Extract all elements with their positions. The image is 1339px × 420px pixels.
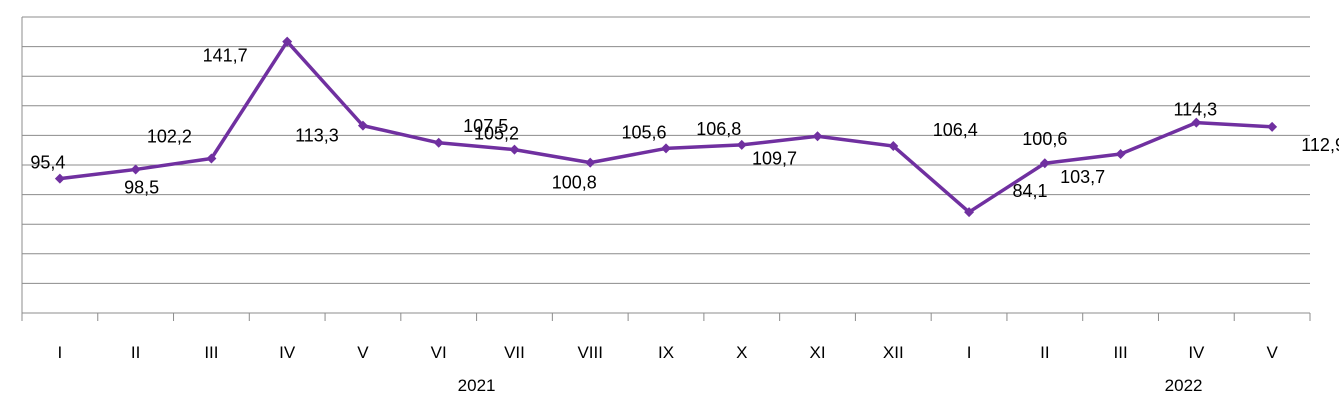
x-tick-label: XI bbox=[809, 343, 825, 362]
x-tick-label: VIII bbox=[577, 343, 603, 362]
data-point bbox=[54, 173, 65, 184]
data-point bbox=[888, 141, 899, 152]
axes bbox=[21, 17, 1311, 321]
data-label: 114,3 bbox=[1173, 100, 1217, 120]
data-label: 106,4 bbox=[933, 120, 978, 140]
series bbox=[54, 36, 1278, 218]
x-tick-label: I bbox=[58, 343, 63, 362]
data-label: 112,9 bbox=[1301, 135, 1339, 155]
data-label: 141,7 bbox=[203, 46, 248, 66]
data-label: 98,5 bbox=[124, 177, 159, 197]
gridlines bbox=[22, 16, 1310, 284]
x-tick-labels: I II III IV V VI VII VIII IX X XI XII I II III IV V bbox=[58, 343, 1279, 362]
year-label-2022: 2022 bbox=[1165, 376, 1203, 395]
data-label: 105,6 bbox=[621, 122, 666, 142]
x-tick-label: X bbox=[736, 343, 747, 362]
data-point bbox=[585, 157, 596, 168]
year-labels: 2021 2022 bbox=[458, 376, 1203, 395]
data-label: 105,2 bbox=[474, 124, 519, 144]
x-tick-label: II bbox=[1040, 343, 1049, 362]
x-tick-label: IV bbox=[279, 343, 296, 362]
data-point bbox=[206, 153, 217, 164]
x-tick-label: I bbox=[967, 343, 972, 362]
x-tick-label: V bbox=[1266, 343, 1278, 362]
data-point bbox=[1039, 158, 1050, 169]
data-point bbox=[433, 137, 444, 148]
x-tick-label: VI bbox=[431, 343, 447, 362]
data-label: 102,2 bbox=[147, 126, 192, 146]
data-label: 113,3 bbox=[295, 126, 339, 146]
x-tick-label: III bbox=[204, 343, 218, 362]
data-point bbox=[1267, 121, 1278, 132]
data-point bbox=[357, 120, 368, 131]
data-point bbox=[812, 131, 823, 142]
data-point bbox=[130, 164, 141, 175]
data-point bbox=[736, 139, 747, 150]
data-point bbox=[1191, 117, 1202, 128]
x-tick-label: VII bbox=[504, 343, 525, 362]
x-tick-label: IX bbox=[658, 343, 674, 362]
data-label: 95,4 bbox=[30, 153, 65, 173]
data-point bbox=[1115, 149, 1126, 160]
data-label: 109,7 bbox=[752, 148, 797, 168]
x-tick-label: V bbox=[357, 343, 369, 362]
data-label: 106,8 bbox=[696, 119, 741, 139]
data-label: 100,6 bbox=[1022, 129, 1067, 149]
x-tick-label: III bbox=[1114, 343, 1128, 362]
data-label: 103,7 bbox=[1060, 167, 1105, 187]
data-point bbox=[964, 207, 975, 218]
data-label: 84,1 bbox=[1013, 181, 1048, 201]
data-label: 100,8 bbox=[552, 173, 597, 193]
data-point bbox=[509, 144, 520, 155]
data-point bbox=[282, 36, 293, 47]
x-tick-label: II bbox=[131, 343, 140, 362]
year-label-2021: 2021 bbox=[458, 376, 496, 395]
x-tick-label: IV bbox=[1188, 343, 1205, 362]
data-point bbox=[661, 143, 671, 154]
data-label: 107,5 bbox=[463, 116, 508, 136]
x-tick-label: XII bbox=[883, 343, 904, 362]
